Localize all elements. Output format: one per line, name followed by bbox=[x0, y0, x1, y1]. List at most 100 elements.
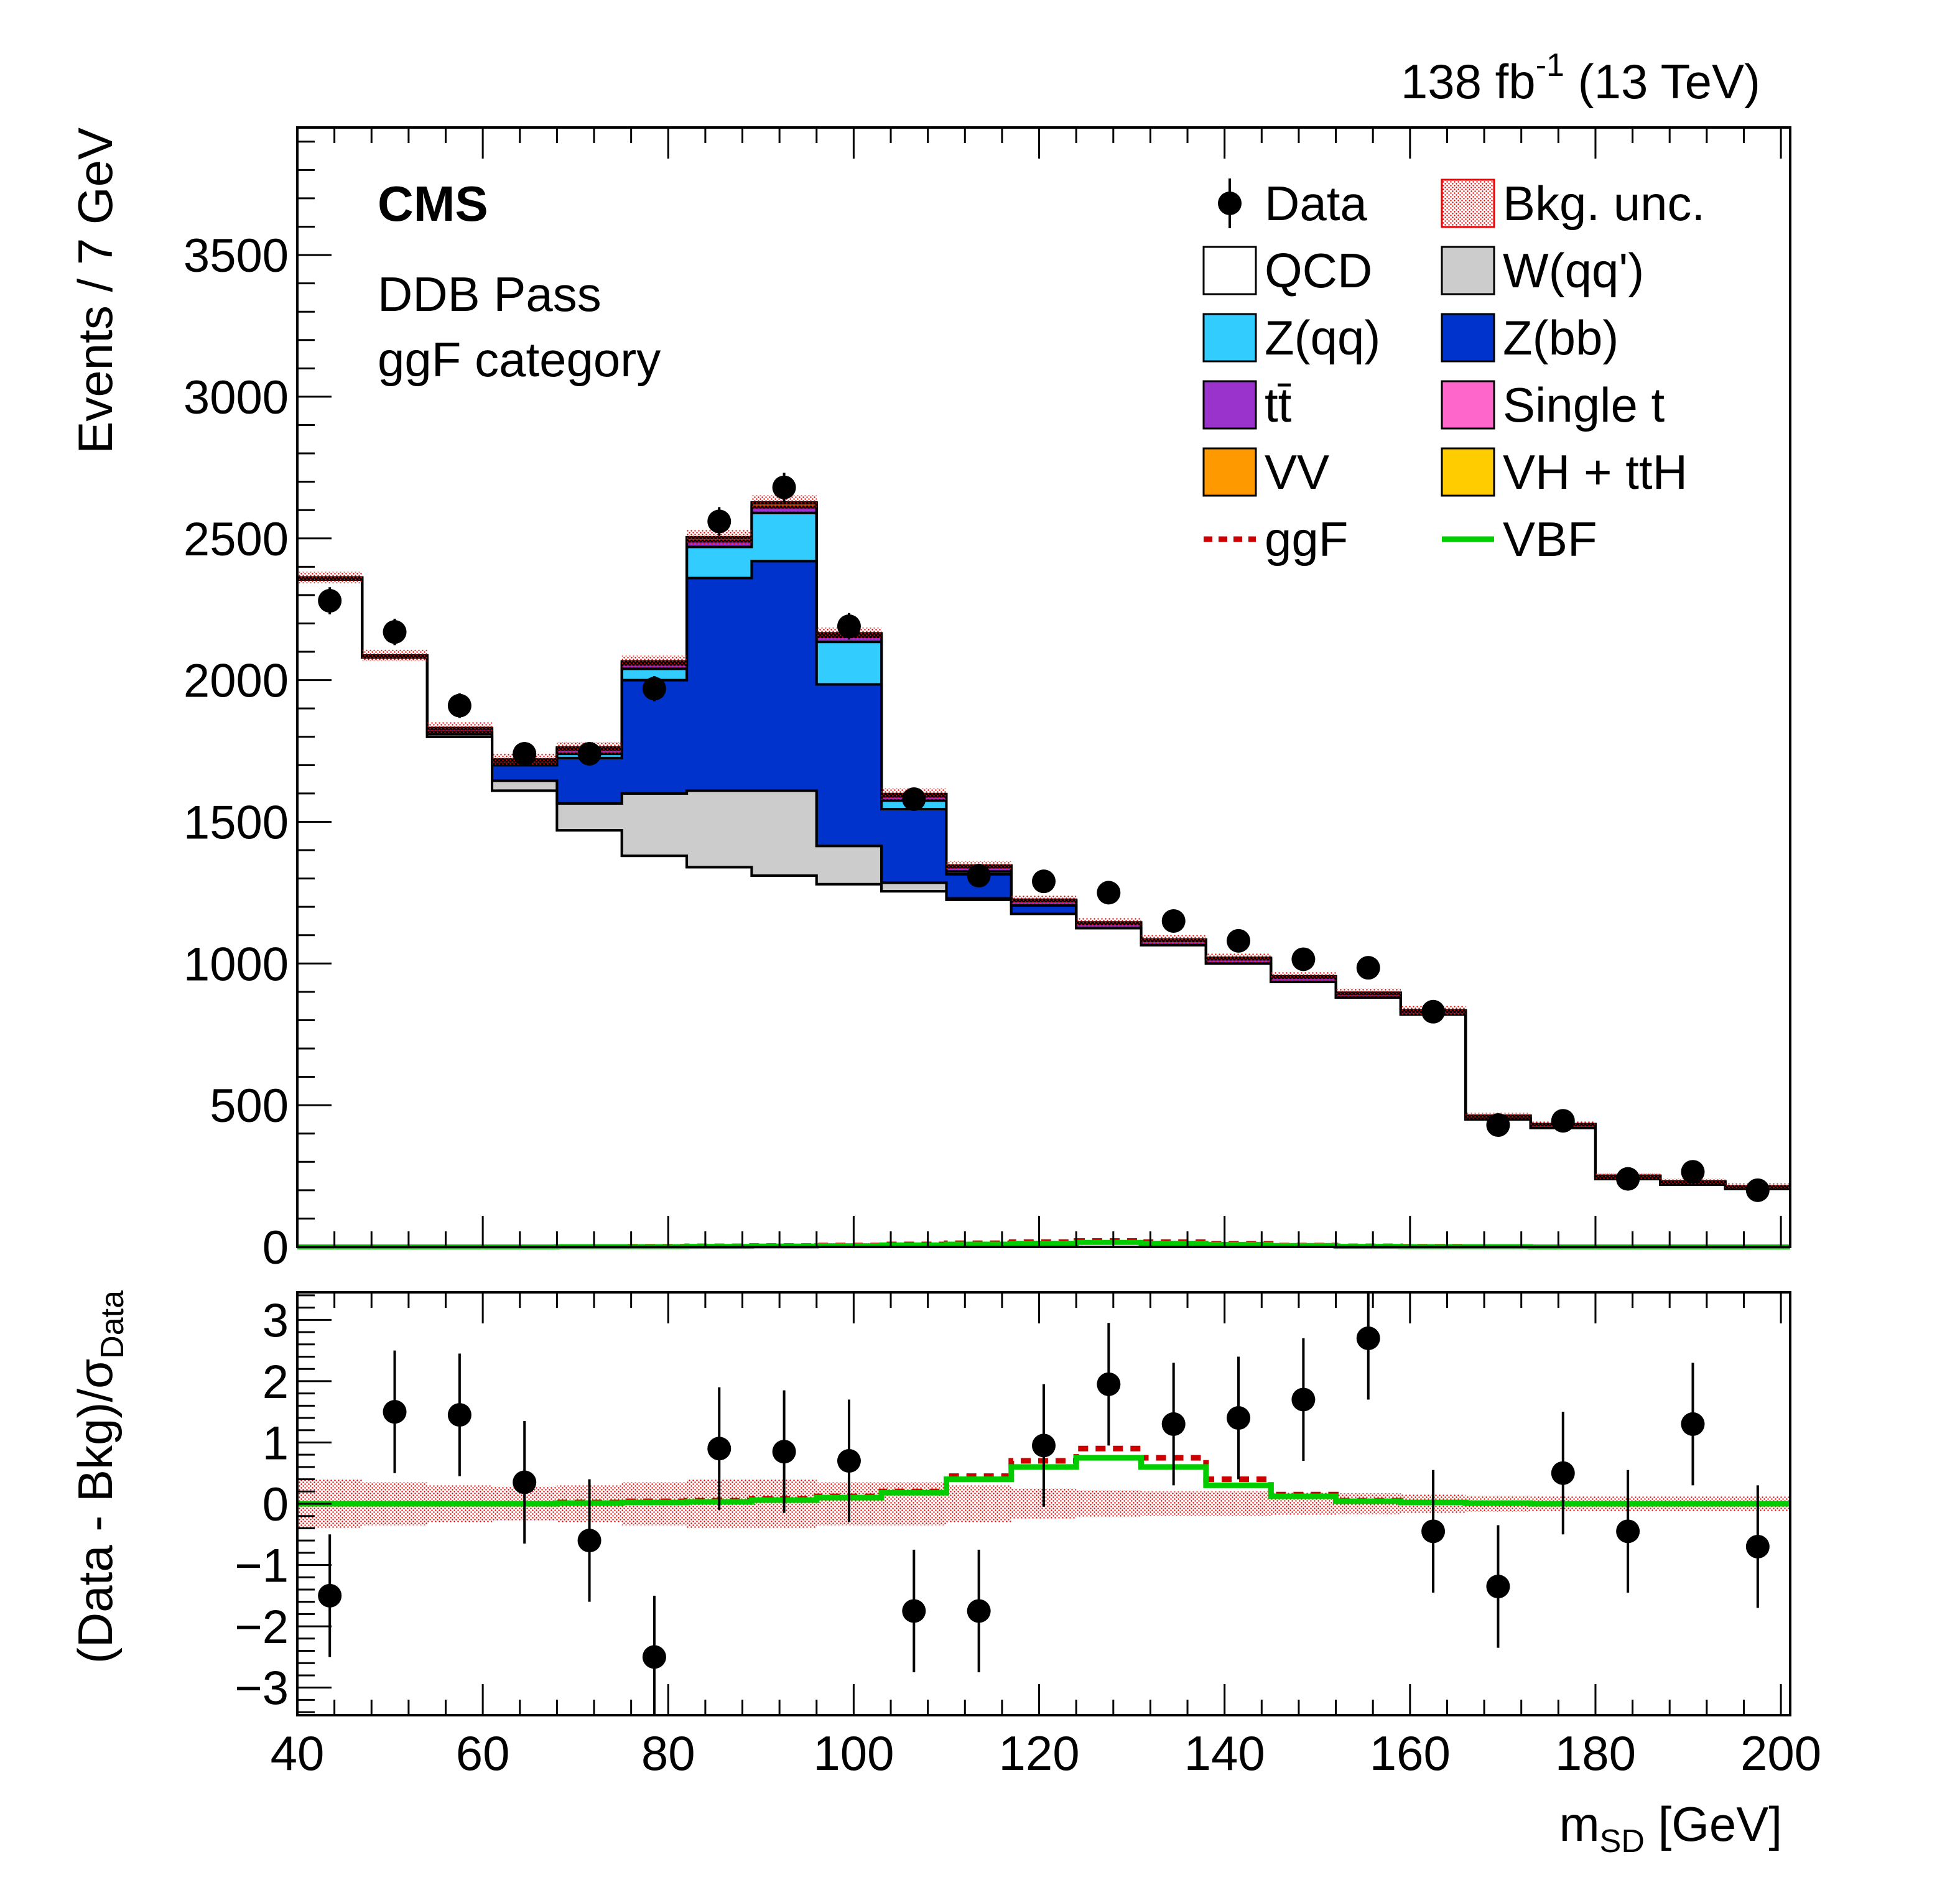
pull-point bbox=[577, 1529, 601, 1553]
pull-point bbox=[772, 1440, 796, 1464]
data-point bbox=[577, 742, 601, 766]
legend-label: VH + ttH bbox=[1503, 445, 1688, 499]
x-tick-label: 180 bbox=[1555, 1726, 1636, 1780]
legend-swatch bbox=[1441, 447, 1495, 497]
pull-point bbox=[383, 1400, 407, 1424]
data-point bbox=[1032, 869, 1056, 894]
pull-point bbox=[513, 1470, 537, 1494]
bkg-unc-bin bbox=[1205, 953, 1271, 963]
main-plot-frame bbox=[296, 126, 1791, 1248]
pull-point bbox=[1421, 1519, 1446, 1544]
data-point bbox=[1486, 1113, 1510, 1137]
bkg-unc-bin bbox=[621, 655, 687, 667]
pull-panel: −3 −2 −1 0 1 2 3 40 60 80 100 120 140 160 180 200 (Data… bbox=[68, 1290, 1821, 1859]
cms-label: CMS bbox=[378, 176, 488, 231]
pull-unc-bin bbox=[946, 1485, 1011, 1522]
bkg-unc-bin bbox=[1271, 971, 1336, 981]
legend-label: VV bbox=[1265, 445, 1329, 499]
legend-swatch bbox=[1202, 380, 1257, 430]
bkg-unc-bin bbox=[687, 530, 752, 545]
legend-label: VBF bbox=[1503, 512, 1597, 567]
data-point bbox=[1421, 999, 1446, 1024]
data-point bbox=[318, 589, 342, 613]
pull-point bbox=[902, 1599, 926, 1623]
x-axis-label: mSD [GeV] bbox=[1559, 1797, 1782, 1859]
x-tick-label: 40 bbox=[271, 1726, 325, 1780]
y-tick-label: 1500 bbox=[183, 796, 289, 849]
legend-swatch bbox=[1202, 246, 1257, 295]
main-y-axis-label: Events / 7 GeV bbox=[68, 127, 123, 454]
pull-point bbox=[1616, 1519, 1640, 1544]
y-tick-label: 2500 bbox=[183, 513, 289, 566]
pull-y-tick-label: 3 bbox=[262, 1294, 289, 1347]
pull-point bbox=[1356, 1326, 1380, 1350]
legend-label: Bkg. unc. bbox=[1503, 176, 1705, 231]
y-tick-label: 500 bbox=[210, 1080, 289, 1132]
legend-label: Z(bb) bbox=[1503, 310, 1619, 365]
y-tick-label: 0 bbox=[262, 1221, 289, 1274]
legend-swatch bbox=[1202, 447, 1257, 497]
pull-point bbox=[1745, 1534, 1770, 1558]
data-point bbox=[447, 693, 471, 718]
pull-point bbox=[318, 1583, 342, 1608]
data-point bbox=[1097, 881, 1121, 905]
pull-axes: −3 −2 −1 0 1 2 3 40 60 80 100 120 140 160 180 200 bbox=[235, 1292, 1821, 1780]
legend-label: W(qq') bbox=[1503, 243, 1644, 298]
pull-point bbox=[967, 1599, 991, 1623]
bkg-unc-bin bbox=[362, 649, 427, 662]
legend-label: tt̄ bbox=[1265, 377, 1292, 432]
bkg-unc-bin bbox=[1011, 895, 1077, 904]
legend-swatch bbox=[1441, 178, 1495, 228]
pull-y-axis-label: (Data - Bkg)/σData bbox=[68, 1290, 131, 1664]
data-point bbox=[642, 677, 666, 701]
legend-label: QCD bbox=[1265, 243, 1372, 298]
pull-y-tick-label: 2 bbox=[262, 1356, 289, 1409]
main-axes: 0 500 1000 1500 2000 2500 3000 3500 bbox=[183, 127, 1782, 1274]
region-label: DDB Pass bbox=[378, 267, 601, 322]
bkg-unc-bin bbox=[427, 722, 493, 734]
pull-point bbox=[1227, 1406, 1251, 1430]
legend-label: Z(qq) bbox=[1265, 310, 1380, 365]
legend-swatch bbox=[1202, 313, 1257, 363]
pull-point bbox=[1291, 1387, 1316, 1412]
pull-point bbox=[1032, 1433, 1056, 1458]
pull-point bbox=[1551, 1461, 1575, 1485]
pull-y-tick-label: −2 bbox=[235, 1601, 289, 1654]
data-point bbox=[1291, 947, 1316, 971]
data-point bbox=[707, 509, 732, 534]
pull-point bbox=[1161, 1412, 1186, 1436]
pull-unc-bin bbox=[1205, 1491, 1271, 1516]
bkg-unc-bin bbox=[297, 572, 363, 583]
category-label: ggF category bbox=[378, 332, 661, 387]
data-point bbox=[1616, 1167, 1640, 1191]
data-point bbox=[902, 787, 926, 811]
y-tick-label: 2000 bbox=[183, 655, 289, 708]
pull-point bbox=[1681, 1412, 1705, 1436]
x-tick-label: 160 bbox=[1370, 1726, 1451, 1780]
data-point bbox=[1551, 1109, 1575, 1133]
bkg-unc-bin bbox=[1141, 935, 1206, 944]
pull-point bbox=[837, 1449, 861, 1473]
pull-y-tick-label: 1 bbox=[262, 1417, 289, 1470]
main-histogram-panel: 0 500 1000 1500 2000 2500 3000 3500 CMS DDB Pas… bbox=[68, 126, 1791, 1274]
legend-label: Data bbox=[1265, 176, 1367, 231]
x-tick-label: 80 bbox=[641, 1726, 695, 1780]
bkg-unc-bin bbox=[1335, 988, 1401, 998]
pull-point bbox=[1097, 1372, 1121, 1396]
x-tick-label: 60 bbox=[456, 1726, 510, 1780]
y-tick-label: 1000 bbox=[183, 938, 289, 991]
pull-points bbox=[318, 1292, 1770, 1715]
x-tick-label: 140 bbox=[1184, 1726, 1265, 1780]
data-point bbox=[967, 864, 991, 888]
data-point bbox=[837, 614, 861, 639]
x-tick-label: 120 bbox=[998, 1726, 1079, 1780]
data-point bbox=[1681, 1160, 1705, 1184]
legend-label: ggF bbox=[1265, 512, 1348, 567]
legend-label: Single t bbox=[1503, 377, 1665, 432]
pull-y-tick-label: 0 bbox=[262, 1478, 289, 1531]
bkg-unc-bin bbox=[751, 495, 817, 510]
legend: Data Bkg. unc. QCD W(qq') Z(qq) Z(bb) tt̄ Singl… bbox=[1202, 176, 1705, 567]
pull-unc-bin bbox=[1141, 1491, 1206, 1516]
y-tick-label: 3000 bbox=[183, 371, 289, 424]
